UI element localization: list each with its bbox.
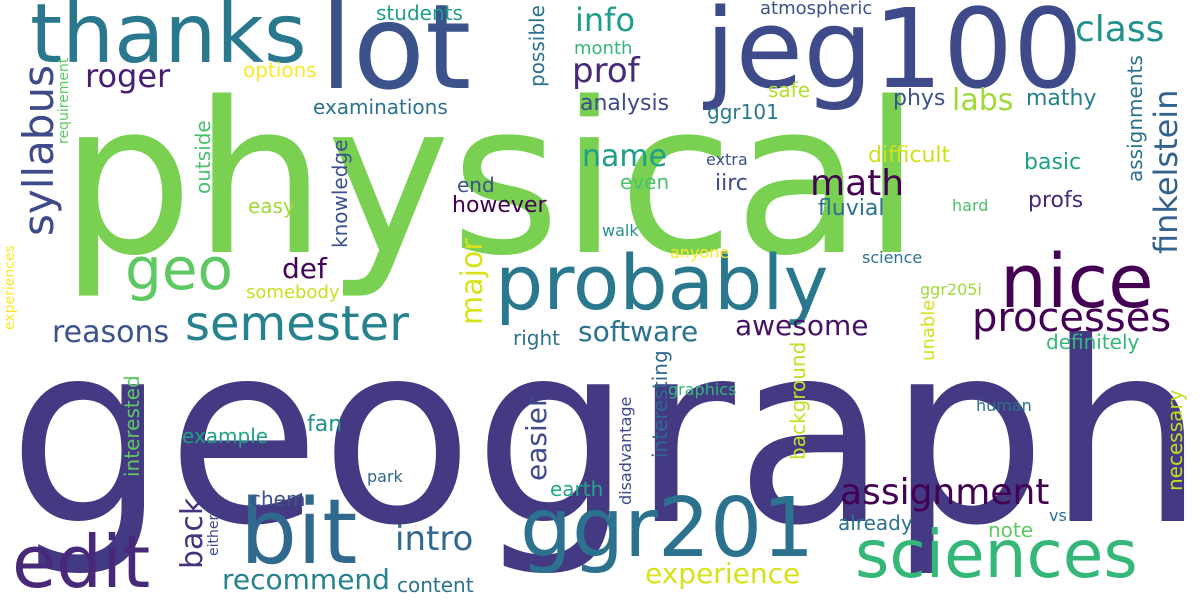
- word-difficult: difficult: [868, 143, 951, 168]
- word-requirement: requirement: [56, 57, 72, 144]
- word-knowledge: knowledge: [328, 139, 352, 248]
- word-thanks: thanks: [30, 0, 307, 82]
- word-math: math: [810, 163, 905, 204]
- word-extra: extra: [706, 150, 748, 169]
- word-note: note: [988, 518, 1034, 542]
- word-students: students: [376, 1, 463, 25]
- word-phys: phys: [893, 86, 946, 111]
- word-options: options: [243, 58, 317, 82]
- word-name: name: [582, 139, 668, 174]
- word-syllabus: syllabus: [14, 65, 63, 236]
- word-easier: easier: [520, 395, 553, 482]
- word-intro: intro: [395, 519, 474, 559]
- word-ggr101: ggr101: [707, 100, 779, 124]
- word-chem: chem: [250, 487, 306, 511]
- word-vs: vs: [1049, 506, 1067, 525]
- word-major: major: [455, 238, 490, 325]
- word-interesting: interesting: [648, 350, 672, 458]
- word-physical: physical: [60, 57, 921, 302]
- word-profs: profs: [1028, 188, 1084, 213]
- word-processes: processes: [972, 295, 1172, 341]
- word-definitely: definitely: [1046, 330, 1140, 354]
- word-info: info: [575, 1, 636, 39]
- word-bit: bit: [240, 480, 358, 585]
- word-month: month: [574, 38, 633, 59]
- word-labs: labs: [952, 83, 1014, 118]
- word-basic: basic: [1024, 150, 1082, 175]
- word-unable: unable: [918, 299, 939, 361]
- word-end: end: [457, 173, 495, 197]
- word-recommend: recommend: [222, 563, 390, 596]
- word-lot: lot: [320, 0, 472, 116]
- word-right: right: [513, 326, 560, 350]
- word-fan: fan: [307, 412, 343, 437]
- word-ggr201: ggr201: [520, 481, 815, 576]
- word-roger: roger: [85, 57, 171, 95]
- word-possible: possible: [525, 5, 549, 87]
- word-however: however: [452, 193, 547, 218]
- word-nice: nice: [1000, 239, 1154, 325]
- word-safe: safe: [768, 78, 811, 102]
- word-atmospheric: atmospheric: [760, 0, 873, 19]
- word-software: software: [578, 315, 699, 348]
- word-disadvantage: disadvantage: [616, 396, 635, 505]
- word-def: def: [282, 252, 327, 285]
- word-graphics: graphics: [668, 380, 737, 399]
- word-easy: easy: [248, 194, 295, 218]
- word-ggr205i: ggr205i: [920, 280, 982, 299]
- word-reasons: reasons: [52, 315, 170, 350]
- word-either: either: [206, 514, 222, 556]
- word-background: background: [786, 341, 810, 460]
- word-human: human: [976, 396, 1032, 415]
- word-semester: semester: [185, 296, 409, 352]
- word-walk: walk: [602, 221, 639, 240]
- word-content: content: [397, 573, 474, 597]
- word-sciences: sciences: [855, 516, 1138, 593]
- word-assignment: assignment: [840, 472, 1050, 513]
- word-already: already: [838, 511, 913, 535]
- word-somebody: somebody: [246, 282, 340, 303]
- word-outside: outside: [191, 120, 215, 194]
- word-probably: probably: [495, 238, 829, 327]
- word-geo: geo: [125, 235, 233, 303]
- word-geography: geography: [8, 289, 1200, 580]
- word-fluvial: fluvial: [818, 196, 885, 221]
- word-even: even: [620, 170, 670, 194]
- word-class: class: [1075, 9, 1165, 50]
- word-edit: edit: [12, 520, 151, 600]
- word-examinations: examinations: [313, 95, 448, 119]
- word-science: science: [862, 248, 923, 267]
- word-necessary: necessary: [1163, 389, 1187, 491]
- word-analysis: analysis: [580, 91, 670, 116]
- word-back: back: [175, 497, 210, 569]
- word-iirc: iirc: [715, 171, 748, 196]
- word-experience: experience: [645, 557, 801, 590]
- word-hard: hard: [952, 196, 989, 215]
- word-anyone: anyone: [670, 243, 730, 262]
- word-assignments: assignments: [1123, 55, 1147, 182]
- word-prof: prof: [572, 51, 640, 91]
- word-jeg100: jeg100: [705, 0, 1084, 113]
- word-example: example: [182, 424, 269, 448]
- word-experiences: experiences: [2, 245, 18, 330]
- word-awesome: awesome: [735, 309, 869, 342]
- word-earth: earth: [550, 477, 604, 501]
- word-finkelstein: finkelstein: [1147, 89, 1185, 254]
- word-mathy: mathy: [1026, 86, 1097, 111]
- word-park: park: [367, 467, 403, 486]
- word-interested: interested: [120, 375, 144, 477]
